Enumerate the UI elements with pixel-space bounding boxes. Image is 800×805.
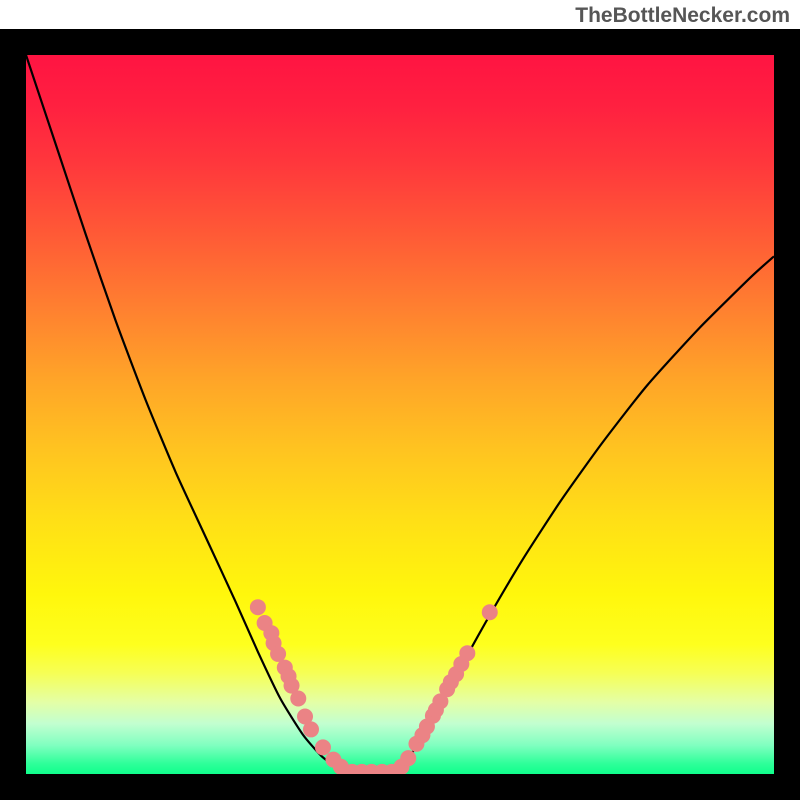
data-marker	[270, 646, 286, 662]
data-marker	[482, 604, 498, 620]
watermark-text: TheBottleNecker.com	[575, 4, 790, 28]
data-marker	[315, 739, 331, 755]
data-marker	[303, 721, 319, 737]
data-marker	[290, 691, 306, 707]
bottleneck-curve-chart	[0, 0, 800, 800]
data-marker	[250, 599, 266, 615]
chart-container: TheBottleNecker.com	[0, 0, 800, 800]
data-marker	[400, 750, 416, 766]
data-marker	[459, 645, 475, 661]
